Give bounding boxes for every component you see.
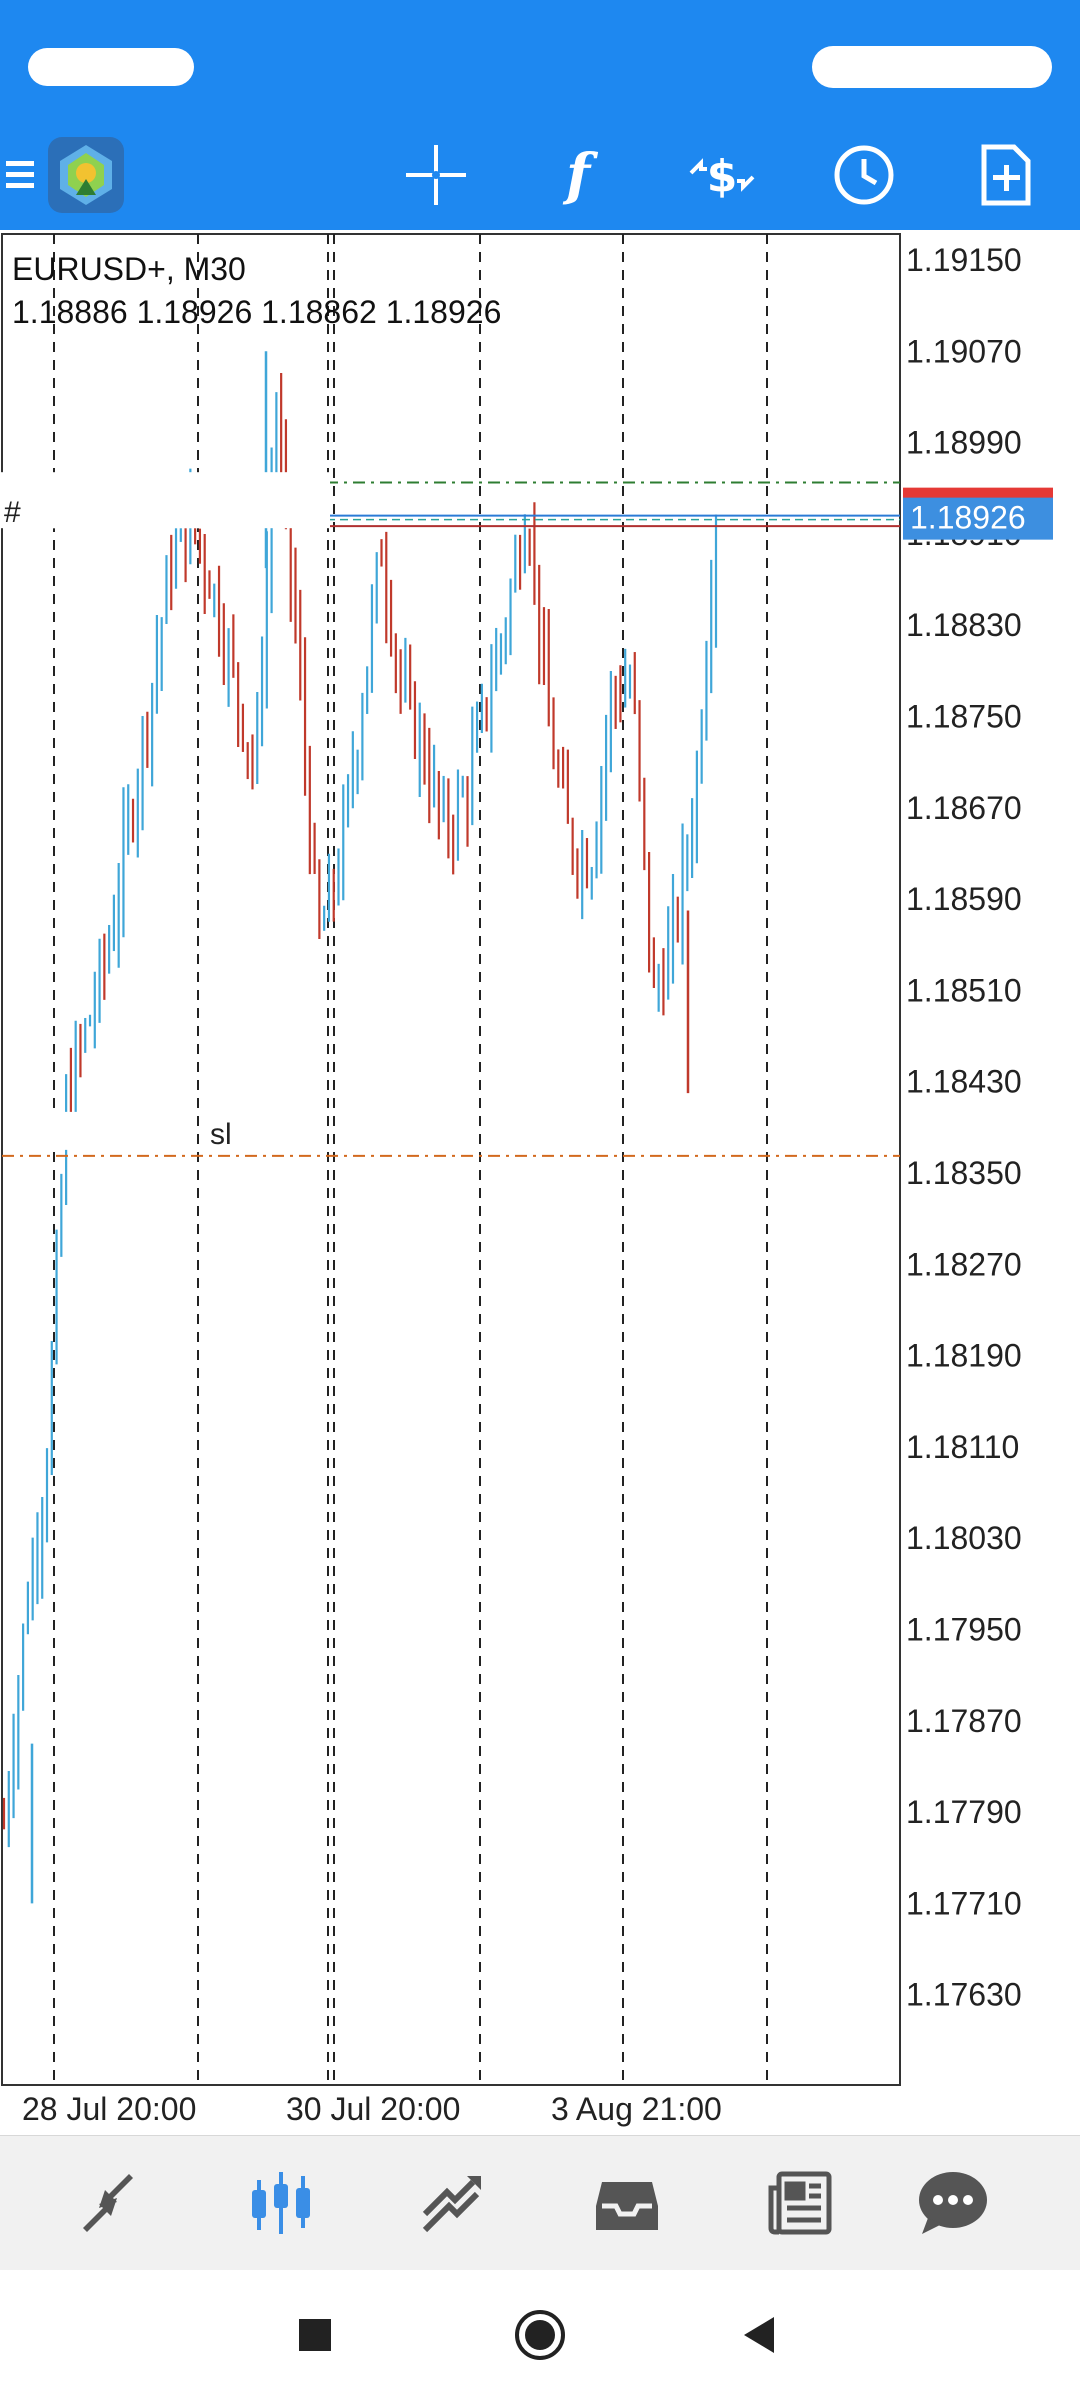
ohlc-label: 1.18886 1.18926 1.18862 1.18926 <box>12 294 502 330</box>
y-tick-label: 1.18990 <box>906 425 1022 461</box>
redacted-sl-price <box>18 1111 188 1150</box>
news-icon[interactable] <box>755 2158 845 2248</box>
quotes-icon[interactable] <box>63 2158 153 2248</box>
new-order-icon[interactable] <box>966 135 1046 215</box>
chat-icon[interactable] <box>908 2158 998 2248</box>
y-tick-label: 1.18270 <box>906 1246 1022 1282</box>
timeframe-icon[interactable] <box>824 135 904 215</box>
sl-label: sl <box>210 1118 232 1151</box>
y-tick-label: 1.17630 <box>906 1977 1022 2013</box>
system-navigation-bar <box>0 2270 1080 2400</box>
y-tick-label: 1.18590 <box>906 881 1022 917</box>
bid-price-tag <box>903 497 1053 540</box>
y-tick-label: 1.17790 <box>906 1794 1022 1830</box>
top-toolbar: f $ <box>0 120 1080 230</box>
y-tick-label: 1.17870 <box>906 1703 1022 1739</box>
y-tick-label: 1.19070 <box>906 333 1022 369</box>
y-tick-label: 1.18030 <box>906 1520 1022 1556</box>
recents-icon[interactable] <box>285 2305 345 2365</box>
back-icon[interactable] <box>730 2305 790 2365</box>
redacted-status-right <box>812 46 1052 88</box>
symbol-label: EURUSD+, M30 <box>12 251 246 287</box>
chart-frame <box>1 233 901 2086</box>
x-tick-label: 3 Aug 21:00 <box>551 2091 722 2127</box>
y-tick-label: 1.18190 <box>906 1338 1022 1374</box>
x-tick-label: 28 Jul 20:00 <box>22 2091 196 2127</box>
y-tick-label: 1.18510 <box>906 972 1022 1008</box>
y-tick-label: 1.17710 <box>906 1885 1022 1921</box>
chart-icon[interactable] <box>236 2158 326 2248</box>
menu-icon[interactable] <box>0 135 58 215</box>
indicators-icon[interactable]: f <box>565 142 591 208</box>
bid-price-label: 1.18926 <box>910 500 1026 536</box>
y-tick-label: 1.18750 <box>906 699 1022 735</box>
y-tick-label: 1.18350 <box>906 1155 1022 1191</box>
app-logo[interactable] <box>46 135 126 215</box>
y-tick-label: 1.18830 <box>906 607 1022 643</box>
status-bar <box>0 0 1080 120</box>
crosshair-icon[interactable] <box>396 135 476 215</box>
svg-text:$: $ <box>707 151 738 202</box>
redacted-status-left <box>28 48 194 86</box>
y-tick-label: 1.18670 <box>906 790 1022 826</box>
y-tick-label: 1.18430 <box>906 1064 1022 1100</box>
history-icon[interactable] <box>582 2158 672 2248</box>
y-tick-label: 1.19150 <box>906 242 1022 278</box>
chart-area[interactable]: 1.191501.190701.189901.189101.188301.187… <box>0 230 1080 2130</box>
trade-icon[interactable]: $ <box>682 135 762 215</box>
bottom-navigation <box>0 2135 1080 2271</box>
trade-tab-icon[interactable] <box>409 2158 499 2248</box>
home-icon[interactable] <box>510 2305 570 2365</box>
x-tick-label: 30 Jul 20:00 <box>286 2091 460 2127</box>
order-price-tag <box>903 487 1053 500</box>
redacted-order-detail <box>30 492 210 529</box>
y-tick-label: 1.17950 <box>906 1612 1022 1648</box>
price-chart[interactable]: 1.191501.190701.189901.189101.188301.187… <box>0 230 1080 2130</box>
y-tick-label: 1.18110 <box>906 1429 1019 1465</box>
